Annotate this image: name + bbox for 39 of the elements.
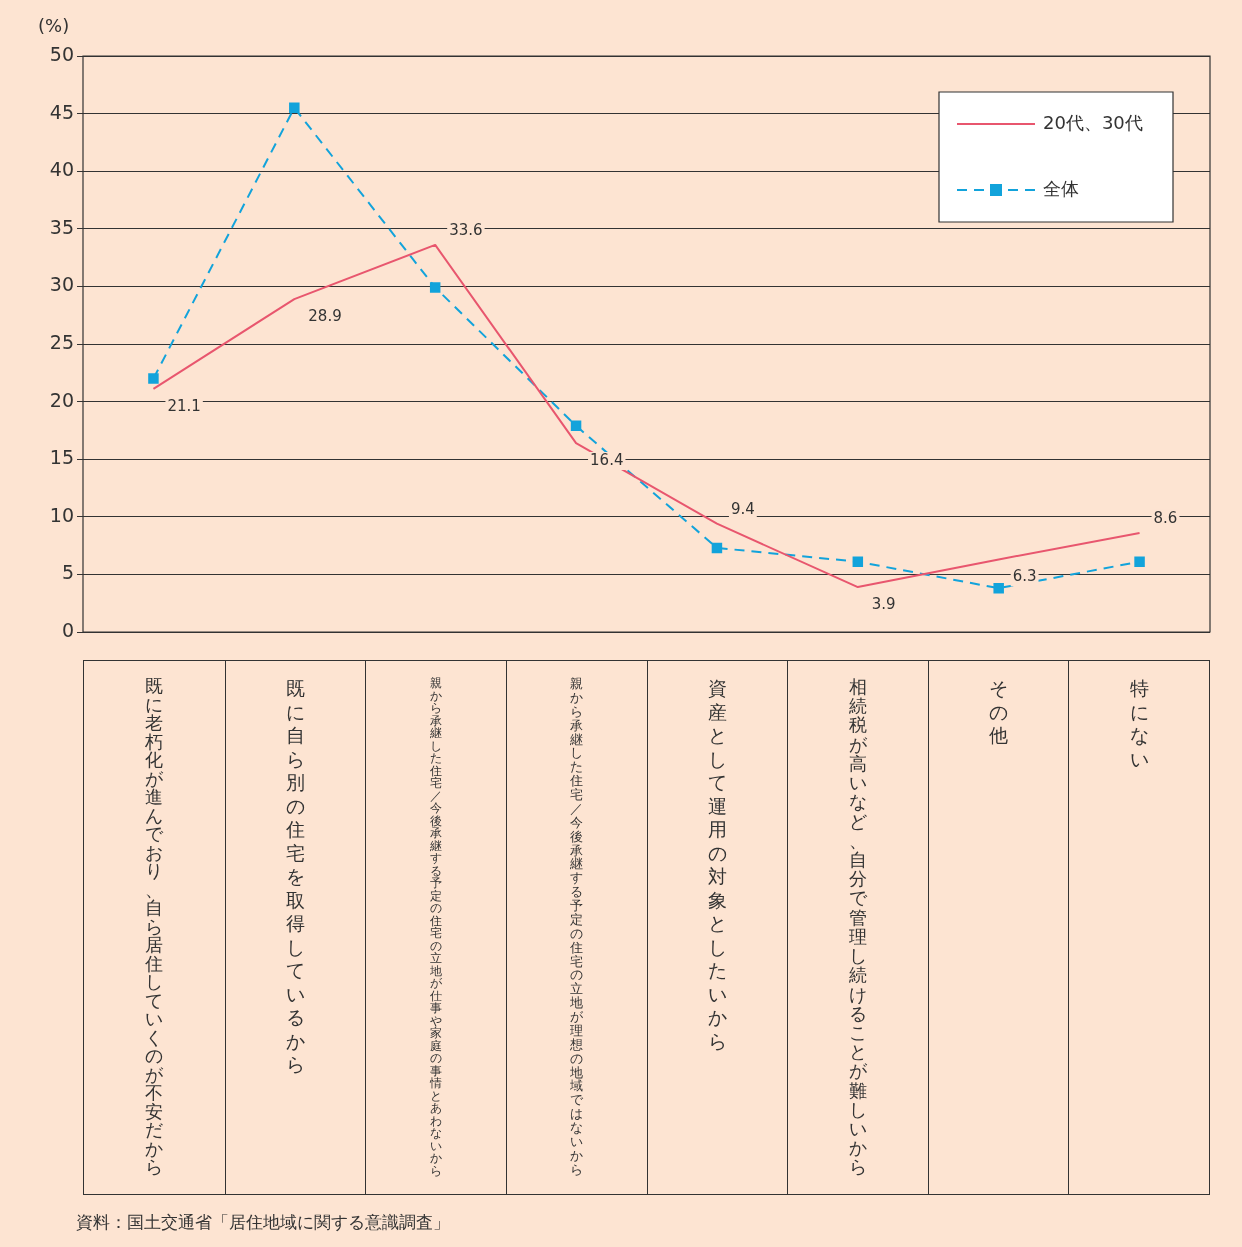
y-tick-label: 50	[49, 42, 74, 65]
point	[429, 282, 441, 293]
data-label: 33.6	[449, 220, 483, 239]
x-tick-label: 特にない	[1128, 677, 1150, 771]
y-tick-label: 0	[61, 618, 74, 641]
x-tick-label: その他	[988, 677, 1010, 748]
y-tick-label: 10	[49, 503, 74, 526]
point	[1134, 556, 1145, 567]
y-tick-label: 45	[49, 100, 74, 123]
data-label: 3.9	[871, 594, 896, 613]
point	[993, 582, 1004, 594]
data-label: 8.6	[1153, 508, 1178, 527]
y-tick-label: 5	[61, 561, 74, 584]
y-tick-label: 25	[49, 330, 74, 353]
category-label: 親から承継した住宅／今後承継する予定の住宅の立地が仕事や家庭の事情とあわないから	[430, 676, 443, 1178]
point	[711, 542, 723, 554]
category-label: 資産として運用の対象としたいから	[707, 677, 727, 1052]
y-tick-label: 15	[49, 446, 74, 469]
data-label: 6.3	[1012, 567, 1037, 586]
category-label: 既に自ら別の住宅を取得しているから	[285, 677, 305, 1075]
data-label: 16.4	[590, 450, 624, 469]
category-label: 親から承継した住宅／今後承継する予定の住宅の立地が理想の地域ではないから	[570, 676, 584, 1177]
y-tick-label: 20	[49, 388, 74, 411]
data-label: 9.4	[730, 499, 755, 518]
y-tick-label: 35	[49, 215, 74, 238]
point	[852, 556, 864, 567]
legend-label: 全体	[1043, 177, 1079, 199]
data-label: 21.1	[167, 396, 201, 415]
y-tick-label: 30	[49, 273, 74, 296]
text: 資料：国土交通省「居住地域に関する意識調査」	[76, 1211, 451, 1234]
y-axis-title: (%)	[38, 14, 70, 36]
point	[570, 420, 582, 432]
category-label: 相続税が高いなど、自分で管理し続けることが難しいから	[848, 676, 867, 1178]
data-label: 28.9	[308, 306, 342, 325]
legend-label: 20代、30代	[1043, 111, 1143, 133]
y-tick-label: 40	[49, 158, 74, 181]
point	[289, 102, 300, 114]
category-label: 既に老朽化が進んでおり、自ら居住していくのが不安だから	[145, 676, 164, 1178]
point	[148, 373, 159, 384]
